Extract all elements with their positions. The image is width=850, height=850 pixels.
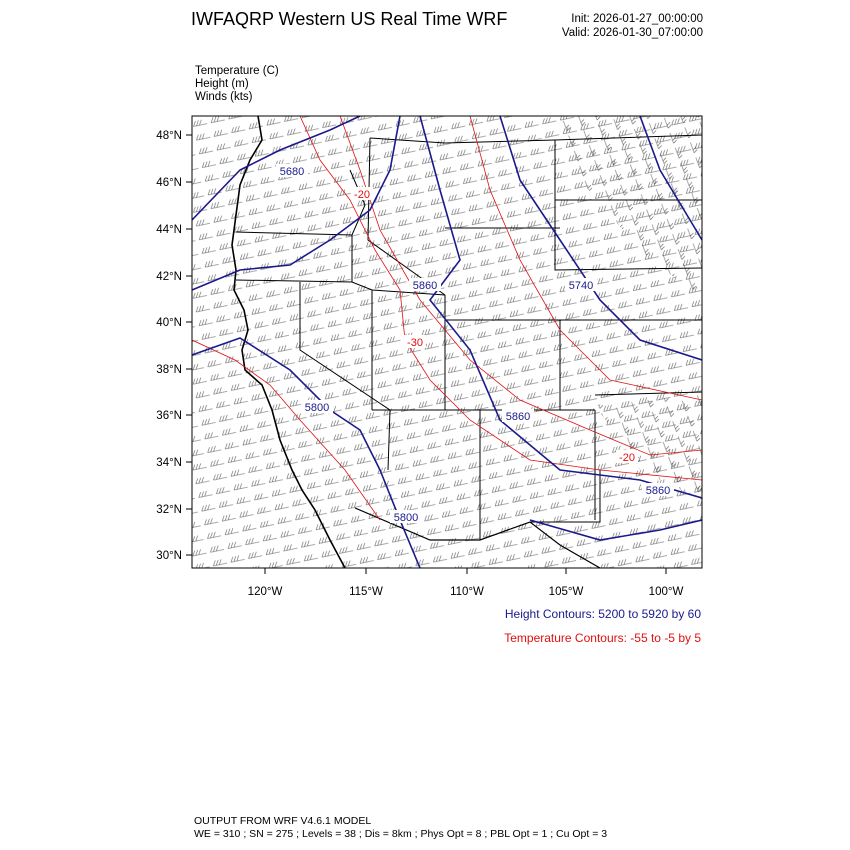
- map-frame: [191, 115, 703, 569]
- lat-label: 40°N: [156, 317, 182, 329]
- lon-label: 105°W: [549, 586, 584, 598]
- temperature-label: -30: [407, 337, 423, 349]
- lat-label: 36°N: [156, 410, 182, 422]
- field-temperature: Temperature (C): [195, 65, 279, 77]
- init-time: Init: 2026-01-27_00:00:00: [571, 13, 703, 25]
- height-label: 5860: [646, 485, 670, 497]
- lon-label: 110°W: [450, 586, 484, 598]
- lat-label: 42°N: [156, 271, 182, 283]
- lat-label: 48°N: [156, 130, 182, 142]
- temperature-contour-legend: Temperature Contours: -55 to -5 by 5: [504, 631, 701, 645]
- field-height: Height (m): [195, 78, 249, 90]
- coastline: [231, 116, 346, 568]
- height-contours: [192, 116, 702, 568]
- lon-label: 120°W: [248, 586, 283, 598]
- height-label: 5860: [506, 411, 530, 423]
- height-label: 5860: [413, 280, 437, 292]
- lat-label: 32°N: [156, 504, 182, 516]
- field-winds: Winds (kts): [195, 91, 253, 103]
- temperature-label: -20: [619, 452, 635, 464]
- model-info: OUTPUT FROM WRF V4.6.1 MODEL: [194, 815, 372, 827]
- lat-label: 34°N: [156, 457, 182, 469]
- state-borders: [235, 134, 702, 540]
- height-label: 5740: [569, 280, 593, 292]
- lat-label: 44°N: [156, 224, 182, 236]
- lon-label: 100°W: [649, 586, 684, 598]
- valid-time: Valid: 2026-01-30_07:00:00: [561, 27, 703, 39]
- height-label: 5680: [280, 166, 304, 178]
- lon-label: 115°W: [349, 586, 383, 598]
- temperature-label: -20: [354, 189, 370, 201]
- lat-label: 38°N: [156, 364, 182, 376]
- model-settings: WE = 310 ; SN = 275 ; Levels = 38 ; Dis …: [194, 828, 608, 840]
- map-area: [192, 116, 702, 568]
- lat-label: 30°N: [156, 550, 182, 562]
- height-label: 5800: [394, 512, 418, 524]
- height-contour-legend: Height Contours: 5200 to 5920 by 60: [504, 607, 701, 621]
- lat-label: 46°N: [156, 177, 182, 189]
- height-label: 5800: [305, 402, 329, 414]
- chart-title: IWFAQRP Western US Real Time WRF: [191, 9, 508, 29]
